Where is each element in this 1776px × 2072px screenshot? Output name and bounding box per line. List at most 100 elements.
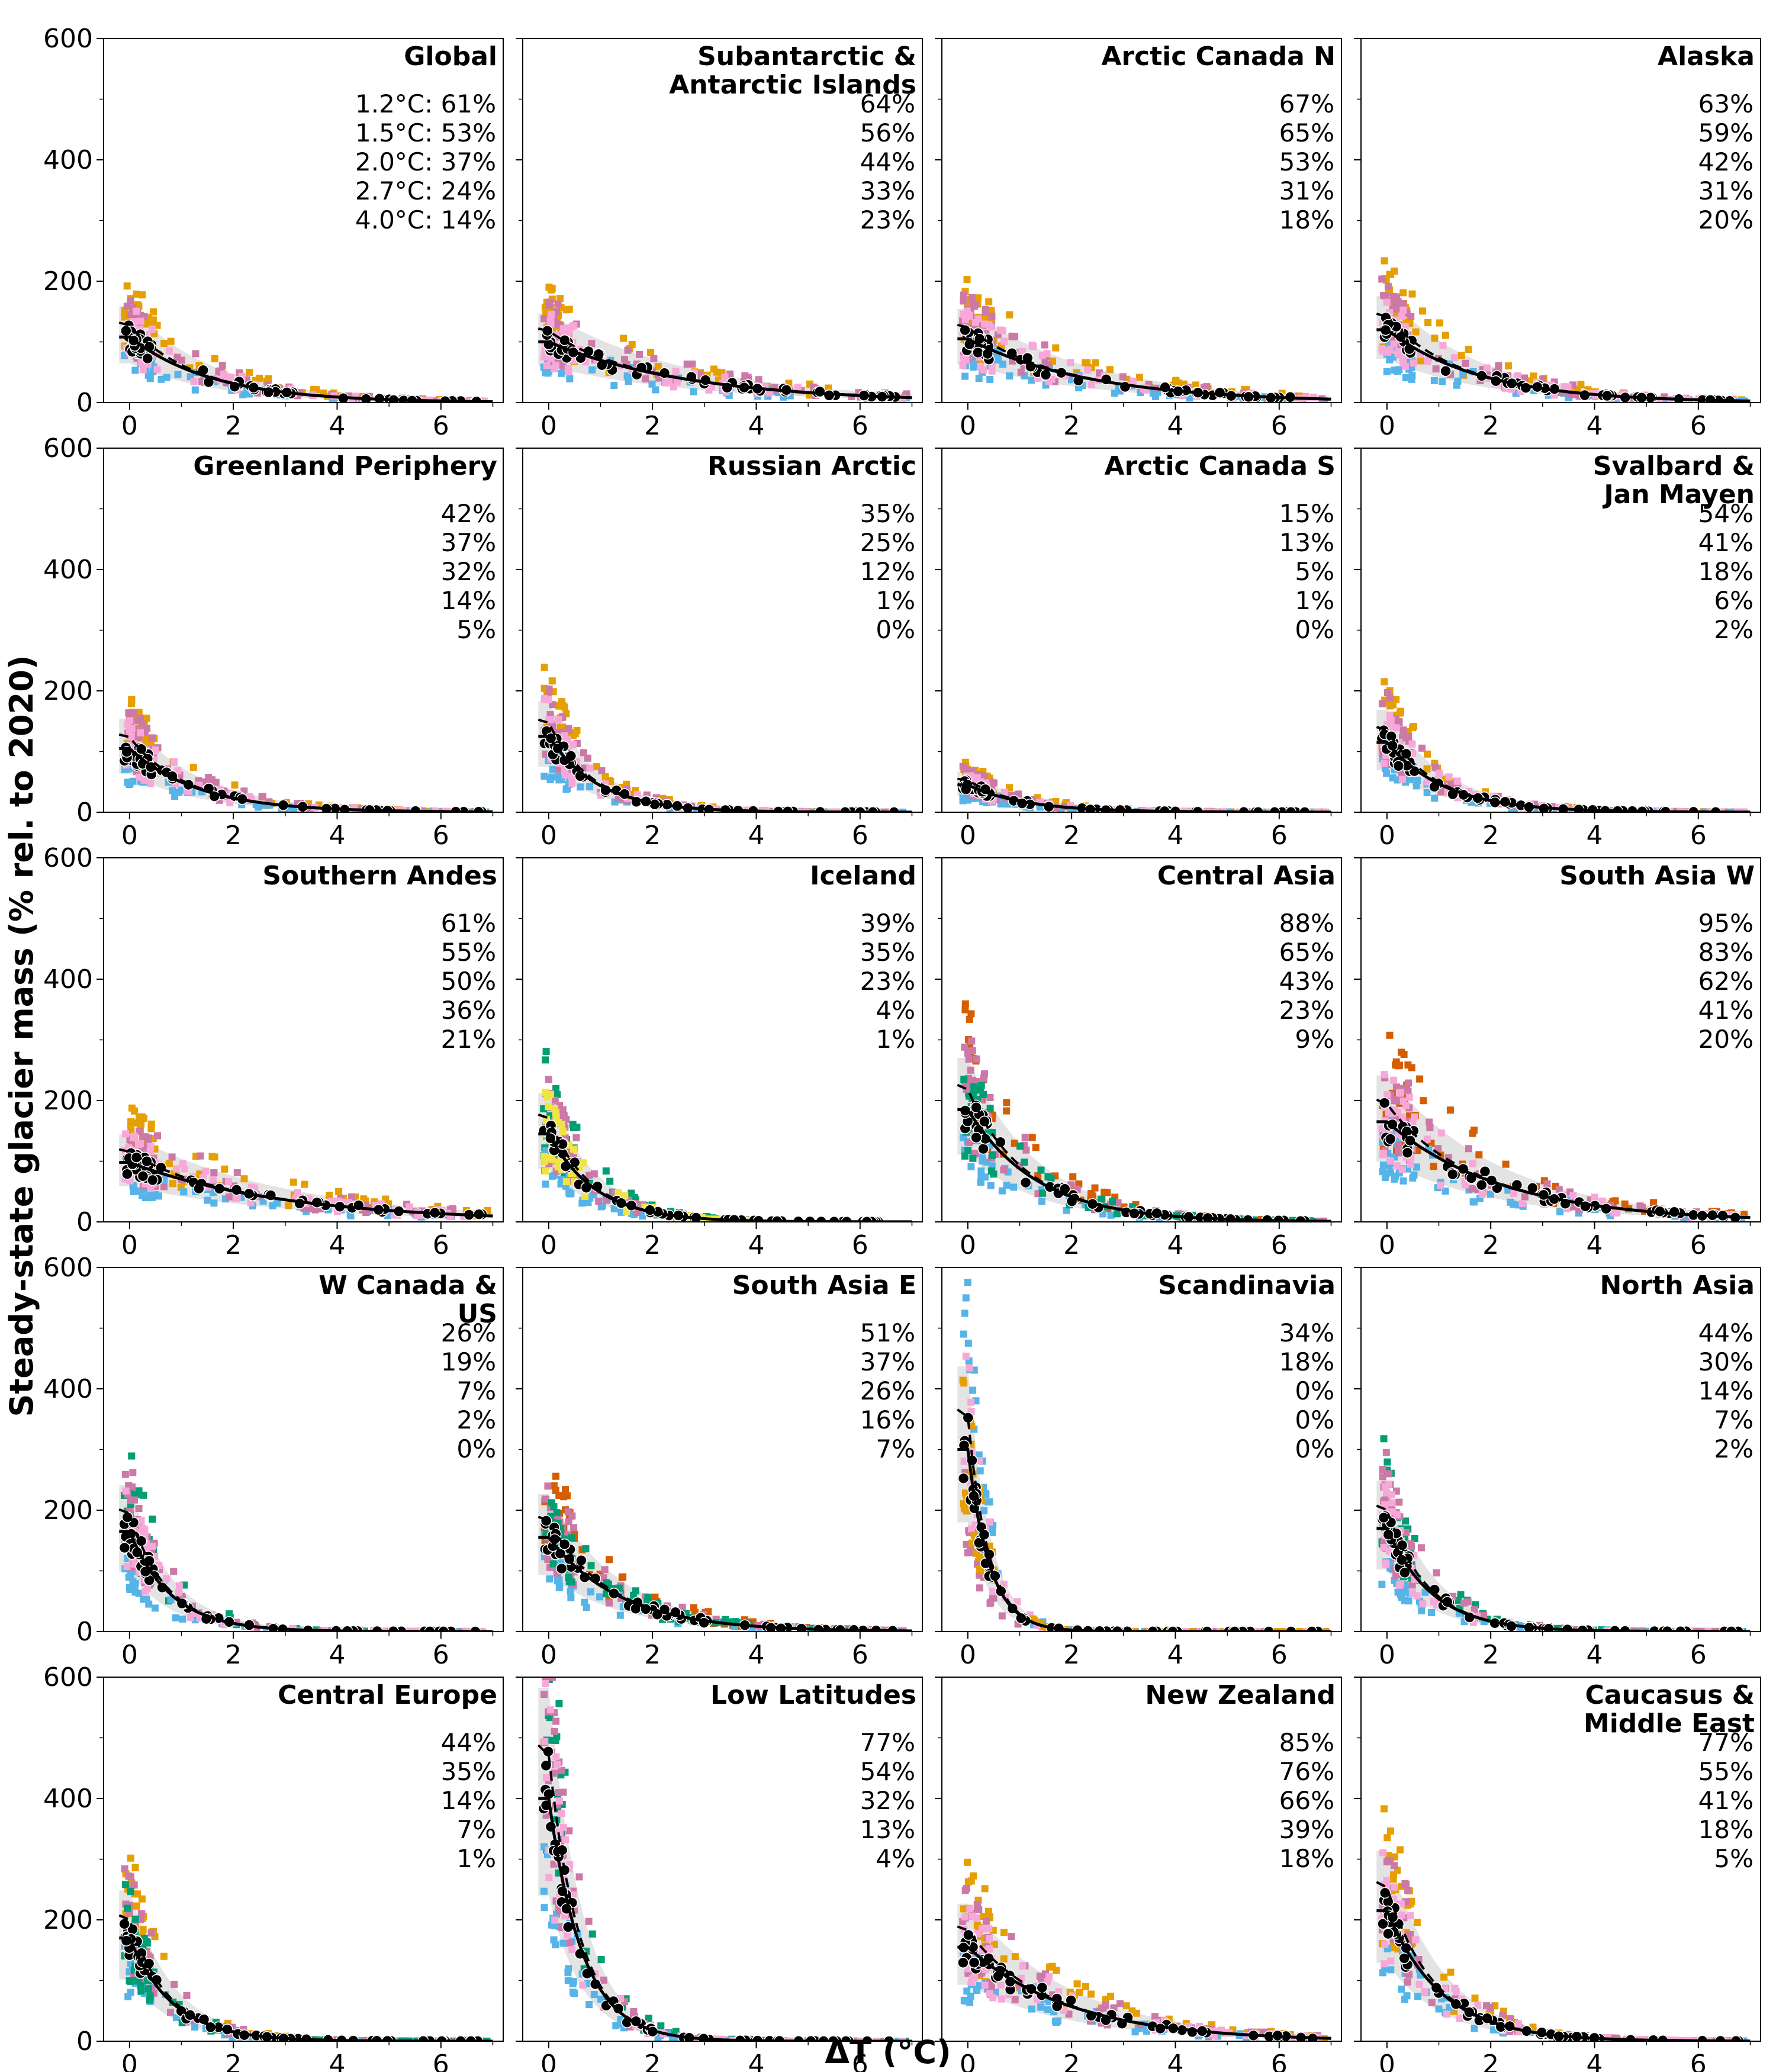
uncertainty-band [119,1134,493,1218]
model-point [1404,733,1411,741]
model-point [180,1188,188,1196]
panel-title: Global [404,41,497,72]
warming-level-label: 63% [1698,89,1754,118]
model-point [146,1192,154,1199]
model-point [1384,689,1391,697]
model-point [1610,1209,1618,1217]
model-point [1717,808,1725,812]
median-point [1392,760,1405,772]
model-point [1114,1199,1122,1206]
model-point [152,746,159,754]
x-tick-label: 0 [121,411,138,441]
x-tick-label: 2 [644,1230,661,1260]
model-point [990,779,998,787]
model-point [551,1096,559,1104]
model-point [178,356,185,364]
x-tick-label: 6 [1271,411,1288,441]
plot-area [1376,1031,1751,1222]
warming-level-label: 23% [1279,996,1334,1025]
warming-level-label: 12% [860,557,915,586]
model-point [173,1165,181,1173]
warming-level-label: 2.0°C: 37% [355,147,496,176]
model-point [135,1505,143,1512]
x-tick-label: 4 [1586,1230,1603,1260]
model-point [601,773,609,781]
model-point [989,1129,996,1137]
model-point [1518,1200,1526,1208]
model-point [595,1198,603,1205]
warming-level-label: 50% [441,967,496,996]
model-point [970,1083,978,1090]
model-point [1510,1190,1518,1198]
model-point [151,1604,159,1612]
median-point [1384,1133,1397,1145]
model-point [1398,776,1406,783]
model-point [1378,275,1386,283]
warming-level-label: 4% [876,996,915,1025]
model-point [974,294,982,302]
model-point [137,729,144,736]
model-point [1398,312,1405,320]
model-point [1106,366,1114,374]
x-tick-label: 4 [1586,411,1603,441]
model-point [169,787,176,794]
model-point [548,773,555,781]
model-point [981,1070,988,1077]
model-point [1028,342,1036,349]
model-point [1386,1031,1394,1039]
model-point [1246,808,1254,812]
warming-level-label: 18% [1698,557,1754,586]
model-point [1399,306,1407,314]
model-point [570,322,578,329]
model-point [1387,717,1395,725]
model-point [1063,1206,1070,1214]
model-point [128,696,136,704]
model-point [618,1574,626,1581]
model-point [542,1048,550,1056]
model-point [1395,1141,1402,1149]
model-point [1383,770,1391,777]
x-tick-label: 6 [852,1230,868,1260]
plot-area [1376,678,1751,812]
warming-level-label: 0% [876,615,915,644]
y-tick-label: 400 [43,555,93,585]
model-point [123,1563,131,1570]
model-point [969,1154,977,1162]
warming-level-label: 43% [1279,967,1334,996]
model-point [1514,372,1521,379]
model-point [1021,1159,1028,1166]
model-point [1052,344,1060,352]
model-point [690,388,697,395]
plot-area [957,758,1331,812]
model-point [153,365,161,373]
model-point [225,1178,233,1185]
model-point [1453,381,1460,389]
model-point [571,730,579,738]
model-point [1017,368,1025,376]
model-point [145,371,153,379]
model-point [210,1176,217,1184]
model-point [1069,806,1077,812]
model-point [982,305,989,313]
warming-level-label: 1% [876,1025,915,1054]
model-point [545,686,553,693]
model-point [1432,365,1440,373]
y-tick-label: 0 [76,1207,93,1237]
model-point [545,696,552,703]
model-point [554,300,562,308]
model-point [1392,696,1400,703]
warming-level-label: 2% [1714,615,1754,644]
warming-level-label: 26% [441,1318,496,1347]
model-point [1119,373,1127,381]
model-point [988,367,996,375]
y-tick-label: 200 [43,1495,93,1526]
model-point [123,303,131,310]
warming-level-label: 9% [1295,1025,1334,1054]
x-tick-label: 6 [1271,1230,1288,1260]
median-point [137,1170,149,1182]
warming-level-label: 53% [1279,147,1334,176]
model-point [966,1138,973,1146]
